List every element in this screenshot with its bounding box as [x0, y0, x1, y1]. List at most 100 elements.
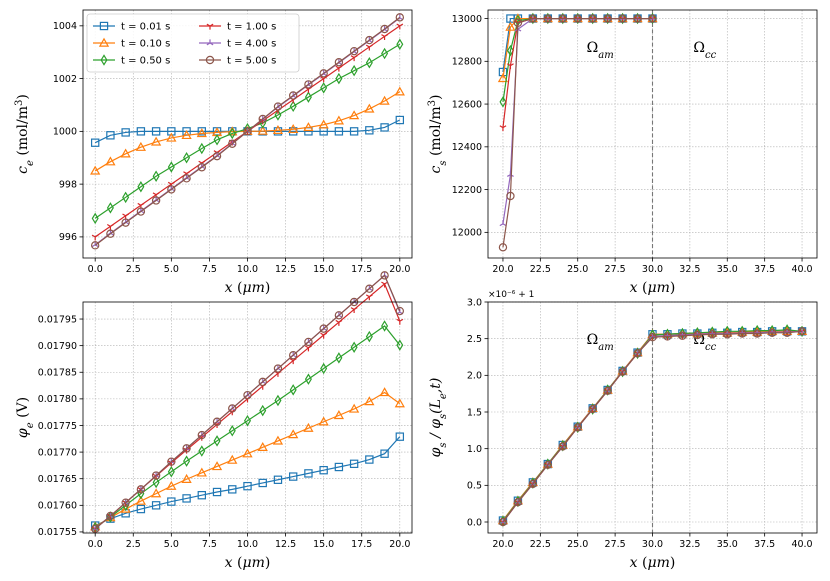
- data-point: [588, 404, 597, 414]
- data-point: [394, 86, 405, 96]
- legend-marker: [100, 54, 108, 66]
- data-point: [258, 114, 267, 124]
- data-point: [648, 333, 657, 342]
- x-tick-label: 30.0: [642, 539, 663, 550]
- x-tick-label: 25.0: [567, 264, 588, 275]
- series-circle: [498, 327, 807, 527]
- data-point: [395, 13, 405, 22]
- data-point: [106, 131, 115, 140]
- y-tick-label: 0.01770: [38, 447, 77, 458]
- data-point: [708, 330, 717, 339]
- data-point: [198, 142, 206, 155]
- x-tick-label: 20.0: [492, 264, 513, 275]
- x-tick-label: 5.0: [164, 539, 179, 550]
- data-point: [394, 398, 405, 408]
- data-point: [167, 457, 176, 466]
- data-point: [106, 229, 115, 238]
- x-tick-label: 32.5: [679, 264, 700, 275]
- data-point: [334, 127, 344, 136]
- y-tick-label: 0.01790: [38, 341, 77, 352]
- x-tick-label: 7.5: [202, 264, 217, 275]
- data-point: [558, 14, 567, 23]
- data-point: [304, 80, 313, 89]
- x-tick-label: 2.5: [126, 264, 141, 275]
- data-point: [573, 14, 582, 23]
- y-tick-label: 12600: [452, 99, 482, 110]
- legend: t = 0.01 s t = 0.10 s t = 0.50 s t = 1.00 s…: [86, 13, 300, 73]
- data-point: [150, 136, 162, 146]
- data-point: [333, 115, 345, 125]
- legend-label: t = 5.00 s: [227, 56, 276, 67]
- data-point: [167, 466, 175, 478]
- data-point: [364, 396, 375, 406]
- y-tick-label: 0.01795: [38, 314, 77, 325]
- data-point: [618, 367, 627, 376]
- data-point: [528, 14, 538, 23]
- data-point: [543, 14, 553, 23]
- data-point: [663, 332, 672, 341]
- data-point: [166, 132, 177, 142]
- data-point: [243, 127, 252, 136]
- y-tick-label: 996: [59, 232, 77, 243]
- x-tick-label: 22.5: [530, 539, 551, 550]
- x-tick-label: 37.5: [754, 264, 775, 275]
- data-point: [288, 472, 298, 481]
- data-point: [364, 103, 375, 113]
- data-point: [106, 224, 114, 230]
- data-point: [506, 191, 515, 201]
- data-point: [319, 465, 328, 475]
- data-point: [274, 394, 282, 407]
- y-tick-label: 0.01760: [38, 501, 77, 512]
- data-point: [136, 504, 146, 514]
- data-point: [499, 96, 507, 108]
- legend-marker: [206, 23, 214, 30]
- data-point: [151, 196, 161, 205]
- data-point: [350, 307, 358, 314]
- data-point: [273, 364, 283, 373]
- data-point: [181, 473, 192, 483]
- x-tick-label: 17.5: [351, 264, 372, 275]
- data-point: [121, 498, 130, 507]
- data-point: [228, 485, 237, 494]
- legend-marker: [99, 21, 109, 31]
- y-tick-label: 2.0: [467, 371, 482, 382]
- data-point: [272, 124, 284, 135]
- data-point: [136, 207, 146, 216]
- data-point: [365, 330, 373, 343]
- data-point: [272, 435, 284, 445]
- x-tick-label: 27.5: [605, 539, 626, 550]
- data-point: [318, 119, 329, 129]
- data-point: [91, 234, 99, 241]
- data-point: [288, 351, 298, 360]
- y-tick-label: 1.0: [467, 444, 482, 455]
- data-point: [135, 141, 147, 151]
- series-line: [94, 16, 401, 246]
- x-axis-label: x (μm): [225, 280, 271, 296]
- y-tick-label: 0.0: [467, 517, 482, 528]
- x-tick-label: 30.0: [642, 264, 663, 275]
- x-tick-label: 2.5: [126, 539, 141, 550]
- data-point: [335, 352, 343, 364]
- data-point: [396, 339, 404, 351]
- data-point: [167, 497, 176, 506]
- y-tick-label: 0.01785: [38, 368, 77, 379]
- data-point: [106, 202, 114, 214]
- data-point: [348, 403, 360, 413]
- x-tick-label: 35.0: [717, 264, 738, 275]
- data-point: [498, 243, 508, 252]
- data-point: [767, 328, 777, 337]
- data-point: [198, 445, 206, 457]
- data-point: [212, 487, 222, 497]
- data-point: [603, 14, 612, 23]
- data-point: [380, 123, 389, 132]
- data-point: [335, 65, 343, 72]
- data-point: [379, 95, 390, 105]
- data-point: [320, 362, 328, 375]
- chart-panel-bottom-right: 20.0 22.5 25.0 27.5 30.0 32.5 35.0 37.5 40.0 0.0 0…: [428, 290, 818, 571]
- legend-item: t = 4.00 s: [199, 39, 276, 50]
- x-tick-label: 20.0: [389, 539, 410, 550]
- data-point: [105, 156, 116, 166]
- data-point: [137, 181, 145, 193]
- legend-label: t = 0.10 s: [121, 39, 170, 50]
